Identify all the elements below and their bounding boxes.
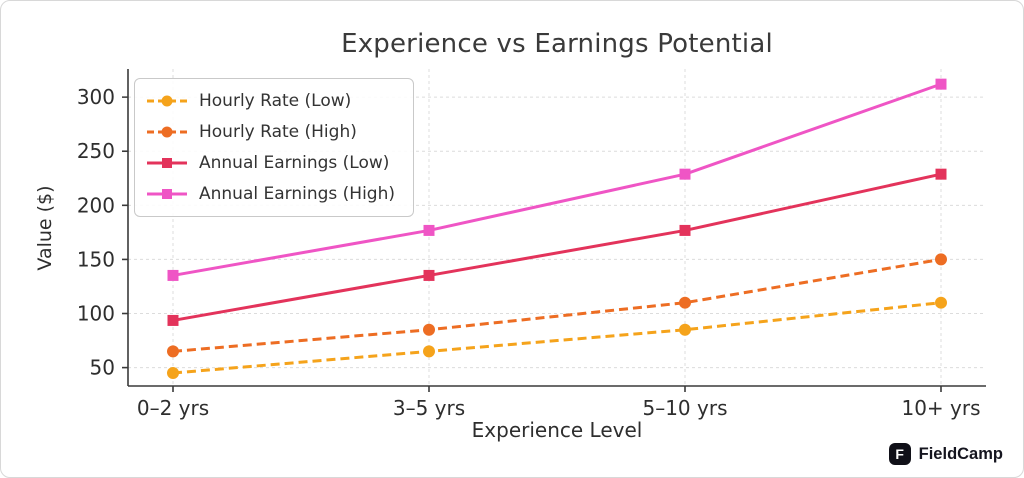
legend-sample-line (147, 189, 187, 199)
data-point-marker (167, 314, 179, 326)
series-line (172, 257, 942, 353)
data-point-marker (935, 78, 947, 90)
legend-item: Annual Earnings (High) (145, 180, 395, 208)
data-point-marker (423, 224, 435, 236)
data-point-marker (679, 323, 691, 336)
legend-sample-line (147, 158, 187, 168)
brand-name: FieldCamp (918, 444, 1003, 463)
data-point-marker (423, 345, 435, 358)
x-tick-label: 3–5 yrs (393, 396, 465, 420)
chart-title: Experience vs Earnings Potential (341, 29, 773, 59)
legend-label: Annual Earnings (High) (199, 184, 396, 204)
data-point-marker (679, 224, 691, 236)
data-point-marker (935, 168, 947, 180)
legend-sample-line (147, 95, 187, 107)
legend-sample-line (147, 126, 187, 138)
legend-marker (162, 158, 172, 168)
data-point-marker (423, 323, 435, 336)
data-point-marker (679, 168, 691, 180)
y-tick-label: 250 (77, 139, 115, 163)
data-point-marker (167, 367, 179, 380)
legend-label: Hourly Rate (High) (199, 122, 357, 142)
y-tick-label: 150 (77, 247, 115, 271)
legend-label: Annual Earnings (Low) (199, 153, 390, 173)
legend-label: Hourly Rate (Low) (199, 91, 352, 111)
series-line (172, 172, 942, 322)
x-tick-label: 5–10 yrs (642, 396, 727, 420)
y-tick-label: 100 (77, 302, 115, 326)
series-line (172, 301, 942, 375)
data-point-marker (167, 345, 179, 358)
data-point-marker (935, 253, 947, 266)
fieldcamp-logo-icon: F (888, 443, 911, 465)
legend-marker (161, 95, 173, 107)
legend-marker (162, 189, 172, 199)
legend-item: Annual Earnings (Low) (145, 149, 395, 177)
brand-logo: F FieldCamp (888, 443, 1003, 465)
y-axis-label: Value ($) (34, 185, 56, 271)
y-tick-label: 50 (90, 356, 115, 380)
data-point-marker (935, 296, 947, 309)
x-tick-label: 0–2 yrs (137, 396, 209, 420)
legend: Hourly Rate (Low) Hourly Rate (High) Annua… (134, 78, 415, 217)
y-tick-label: 200 (77, 193, 115, 217)
x-axis-label: Experience Level (471, 418, 643, 442)
data-point-marker (679, 296, 691, 309)
data-point-marker (423, 269, 435, 281)
legend-marker (161, 126, 173, 138)
legend-item: Hourly Rate (Low) (145, 87, 395, 115)
series-line (172, 82, 942, 277)
data-point-marker (167, 269, 179, 281)
y-tick-label: 300 (77, 85, 115, 109)
x-tick-label: 10+ yrs (901, 396, 980, 420)
legend-item: Hourly Rate (High) (145, 118, 395, 146)
